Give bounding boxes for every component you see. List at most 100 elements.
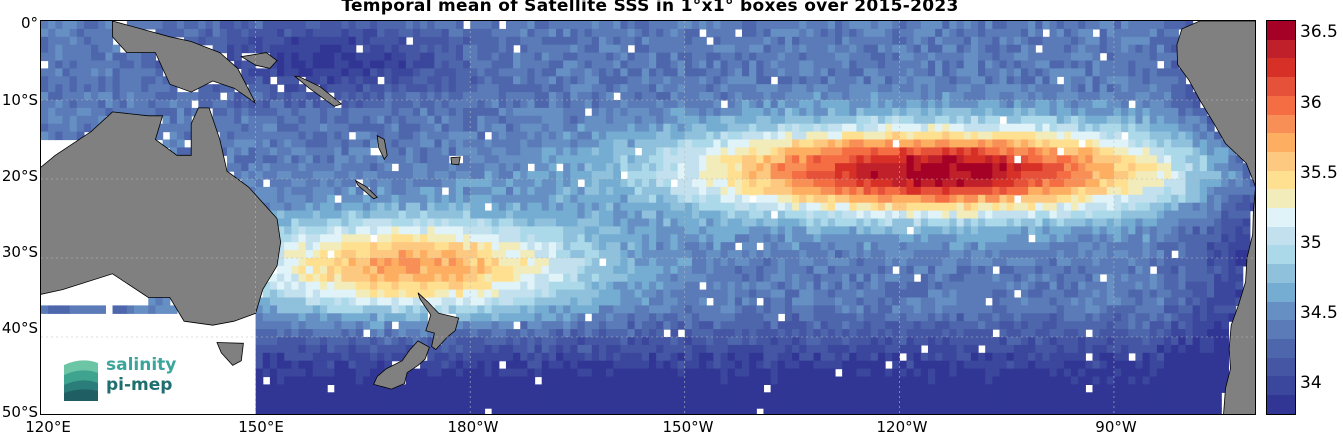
sss-cell bbox=[1192, 123, 1201, 133]
sss-cell bbox=[1185, 131, 1194, 141]
sss-cell bbox=[920, 28, 929, 38]
sss-cell bbox=[842, 139, 850, 148]
sss-cell bbox=[749, 234, 757, 243]
sss-cell bbox=[455, 234, 464, 243]
sss-cell bbox=[348, 171, 357, 180]
sss-cell bbox=[949, 289, 958, 299]
sss-cell bbox=[484, 36, 493, 46]
sss-cell bbox=[1063, 52, 1072, 62]
sss-cell bbox=[348, 36, 357, 46]
sss-cell bbox=[1092, 68, 1101, 77]
sss-cell bbox=[448, 21, 457, 30]
sss-cell bbox=[978, 155, 986, 164]
sss-cell bbox=[1228, 250, 1237, 259]
sss-cell bbox=[992, 68, 1001, 77]
sss-cell bbox=[885, 194, 893, 204]
sss-cell bbox=[1106, 194, 1115, 204]
sss-cell bbox=[920, 242, 929, 251]
sss-cell bbox=[269, 289, 278, 299]
sss-cell bbox=[656, 265, 664, 275]
sss-cell bbox=[598, 147, 607, 156]
sss-cell bbox=[284, 210, 292, 220]
sss-cell bbox=[412, 107, 421, 117]
sss-cell bbox=[391, 139, 400, 148]
sss-cell bbox=[341, 234, 350, 243]
sss-cell bbox=[706, 131, 714, 141]
sss-cell bbox=[298, 186, 307, 196]
sss-cell bbox=[513, 179, 521, 188]
sss-cell bbox=[684, 115, 693, 125]
sss-cell bbox=[1042, 123, 1051, 133]
sss-cell bbox=[942, 21, 951, 30]
sss-cell bbox=[820, 281, 829, 291]
sss-cell bbox=[699, 218, 707, 227]
sss-cell bbox=[184, 107, 192, 117]
sss-cell bbox=[684, 123, 693, 133]
sss-cell bbox=[105, 84, 114, 93]
sss-cell bbox=[734, 155, 743, 164]
sss-cell bbox=[741, 131, 750, 141]
sss-cell bbox=[920, 163, 929, 172]
sss-cell bbox=[1106, 107, 1115, 117]
sss-cell bbox=[813, 21, 822, 30]
sss-cell bbox=[863, 202, 872, 212]
sss-cell bbox=[670, 226, 679, 235]
sss-cell bbox=[634, 139, 643, 148]
sss-cell bbox=[1085, 84, 1094, 93]
sss-cell bbox=[491, 147, 500, 156]
sss-cell bbox=[355, 68, 364, 77]
sss-cell bbox=[527, 123, 536, 133]
sss-cell bbox=[756, 147, 765, 156]
sss-cell bbox=[920, 21, 929, 30]
sss-cell bbox=[455, 171, 464, 180]
sss-cell bbox=[377, 163, 385, 172]
sss-cell bbox=[792, 123, 800, 133]
sss-cell bbox=[334, 218, 343, 227]
sss-cell bbox=[534, 258, 543, 267]
sss-cell bbox=[1085, 202, 1094, 212]
sss-cell bbox=[1249, 194, 1255, 204]
sss-cell bbox=[262, 115, 271, 125]
sss-cell bbox=[370, 210, 378, 220]
sss-cell bbox=[1142, 123, 1151, 133]
sss-cell bbox=[1156, 131, 1165, 141]
sss-cell bbox=[133, 21, 142, 30]
sss-cell bbox=[541, 44, 550, 54]
sss-cell bbox=[1142, 84, 1151, 93]
sss-cell bbox=[441, 281, 450, 291]
sss-cell bbox=[1049, 171, 1058, 180]
sss-cell bbox=[334, 265, 343, 275]
sss-cell bbox=[620, 107, 629, 117]
sss-cell bbox=[370, 265, 378, 275]
sss-cell bbox=[448, 60, 457, 69]
sss-cell bbox=[1085, 171, 1094, 180]
sss-cell bbox=[412, 210, 421, 220]
sss-cell bbox=[334, 202, 343, 212]
sss-cell bbox=[76, 84, 85, 93]
sss-cell bbox=[1206, 289, 1215, 299]
sss-cell bbox=[813, 44, 822, 54]
sss-cell bbox=[298, 139, 307, 148]
sss-cell bbox=[956, 226, 965, 235]
sss-cell bbox=[713, 76, 722, 85]
sss-cell bbox=[885, 242, 893, 251]
sss-cell bbox=[942, 155, 951, 164]
sss-cell bbox=[727, 100, 736, 109]
sss-cell bbox=[513, 202, 521, 212]
sss-cell bbox=[534, 163, 543, 172]
sss-cell bbox=[741, 258, 750, 267]
sss-cell bbox=[584, 44, 593, 54]
sss-cell bbox=[470, 52, 478, 62]
sss-cell bbox=[48, 52, 56, 62]
sss-cell bbox=[734, 226, 743, 235]
sss-cell bbox=[985, 60, 993, 69]
sss-cell bbox=[663, 202, 672, 212]
sss-cell bbox=[684, 21, 693, 30]
sss-cell bbox=[477, 107, 486, 117]
sss-cell bbox=[834, 52, 843, 62]
sss-cell bbox=[842, 60, 850, 69]
sss-cell bbox=[319, 171, 328, 180]
sss-cell bbox=[870, 155, 879, 164]
sss-cell bbox=[734, 265, 743, 275]
sss-cell bbox=[255, 44, 264, 54]
